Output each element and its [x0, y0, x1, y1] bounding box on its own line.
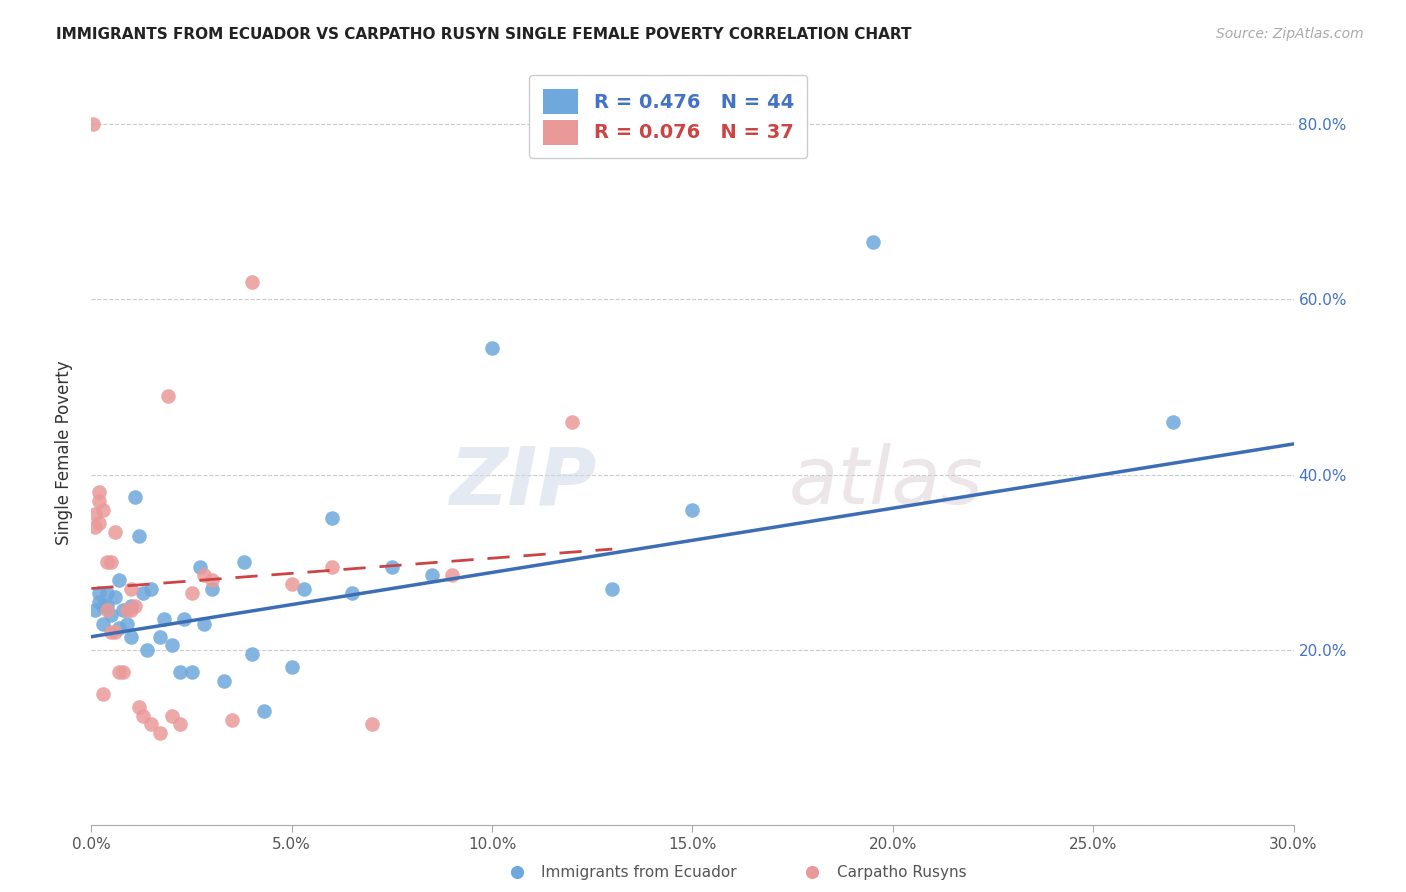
- Point: [89, 485, 111, 500]
- Point: [240, 275, 263, 289]
- Point: [240, 647, 263, 661]
- Point: [232, 555, 254, 569]
- Point: [561, 415, 583, 429]
- Point: [1163, 415, 1185, 429]
- Point: [360, 717, 382, 731]
- Point: [481, 341, 503, 355]
- Point: [212, 673, 235, 688]
- Point: [801, 865, 824, 880]
- Point: [84, 507, 107, 521]
- Point: [169, 665, 191, 679]
- Point: [93, 502, 115, 516]
- Point: [201, 582, 224, 596]
- Text: ZIP: ZIP: [449, 443, 596, 522]
- Point: [321, 559, 343, 574]
- Point: [253, 704, 276, 718]
- Point: [132, 586, 155, 600]
- Point: [104, 524, 127, 539]
- Point: [148, 726, 170, 740]
- Point: [173, 612, 195, 626]
- Point: [340, 586, 363, 600]
- Point: [160, 708, 183, 723]
- Text: IMMIGRANTS FROM ECUADOR VS CARPATHO RUSYN SINGLE FEMALE POVERTY CORRELATION CHAR: IMMIGRANTS FROM ECUADOR VS CARPATHO RUSY…: [56, 27, 911, 42]
- Point: [117, 616, 139, 631]
- Point: [136, 643, 159, 657]
- Point: [292, 582, 315, 596]
- Point: [440, 568, 463, 582]
- Point: [193, 616, 215, 631]
- Point: [82, 117, 104, 131]
- Point: [180, 665, 202, 679]
- Point: [84, 520, 107, 534]
- Point: [141, 582, 163, 596]
- Point: [141, 717, 163, 731]
- Point: [602, 582, 624, 596]
- Point: [160, 639, 183, 653]
- Point: [89, 494, 111, 508]
- Point: [100, 625, 122, 640]
- Point: [128, 529, 150, 543]
- Point: [89, 586, 111, 600]
- Point: [221, 713, 243, 727]
- Point: [121, 599, 143, 613]
- Point: [89, 594, 111, 608]
- Point: [681, 502, 703, 516]
- Text: Carpatho Rusyns: Carpatho Rusyns: [837, 865, 966, 880]
- Point: [188, 559, 211, 574]
- Point: [128, 699, 150, 714]
- Point: [100, 607, 122, 622]
- Point: [100, 555, 122, 569]
- Point: [108, 621, 131, 635]
- Text: atlas: atlas: [789, 443, 983, 522]
- Point: [169, 717, 191, 731]
- Point: [89, 516, 111, 530]
- Point: [121, 630, 143, 644]
- Point: [152, 612, 174, 626]
- Point: [193, 568, 215, 582]
- Point: [93, 687, 115, 701]
- Point: [104, 625, 127, 640]
- Point: [281, 577, 304, 591]
- Point: [281, 660, 304, 674]
- Point: [96, 555, 118, 569]
- Point: [121, 582, 143, 596]
- Point: [112, 603, 135, 617]
- Point: [862, 235, 884, 250]
- Point: [156, 389, 179, 403]
- Point: [121, 603, 143, 617]
- Text: Immigrants from Ecuador: Immigrants from Ecuador: [541, 865, 737, 880]
- Point: [108, 665, 131, 679]
- Point: [148, 630, 170, 644]
- Point: [96, 586, 118, 600]
- Point: [201, 573, 224, 587]
- Point: [104, 591, 127, 605]
- Point: [117, 603, 139, 617]
- Point: [112, 665, 135, 679]
- Point: [321, 511, 343, 525]
- Point: [506, 865, 529, 880]
- Point: [124, 490, 146, 504]
- Point: [420, 568, 443, 582]
- Point: [124, 599, 146, 613]
- Point: [96, 599, 118, 613]
- Point: [96, 603, 118, 617]
- Point: [180, 586, 202, 600]
- Point: [381, 559, 404, 574]
- Point: [84, 603, 107, 617]
- Point: [93, 616, 115, 631]
- Point: [93, 599, 115, 613]
- Y-axis label: Single Female Poverty: Single Female Poverty: [55, 360, 73, 545]
- Point: [108, 573, 131, 587]
- Point: [132, 708, 155, 723]
- Legend: R = 0.476   N = 44, R = 0.076   N = 37: R = 0.476 N = 44, R = 0.076 N = 37: [530, 75, 807, 158]
- Text: Source: ZipAtlas.com: Source: ZipAtlas.com: [1216, 27, 1364, 41]
